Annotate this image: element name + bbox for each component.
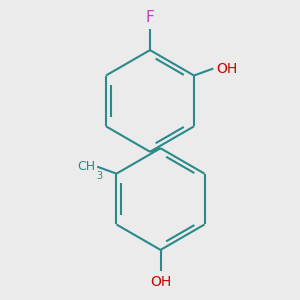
Text: OH: OH xyxy=(216,61,237,76)
Text: CH: CH xyxy=(77,160,95,173)
Text: F: F xyxy=(146,10,154,25)
Text: OH: OH xyxy=(150,275,171,289)
Text: 3: 3 xyxy=(96,170,102,181)
